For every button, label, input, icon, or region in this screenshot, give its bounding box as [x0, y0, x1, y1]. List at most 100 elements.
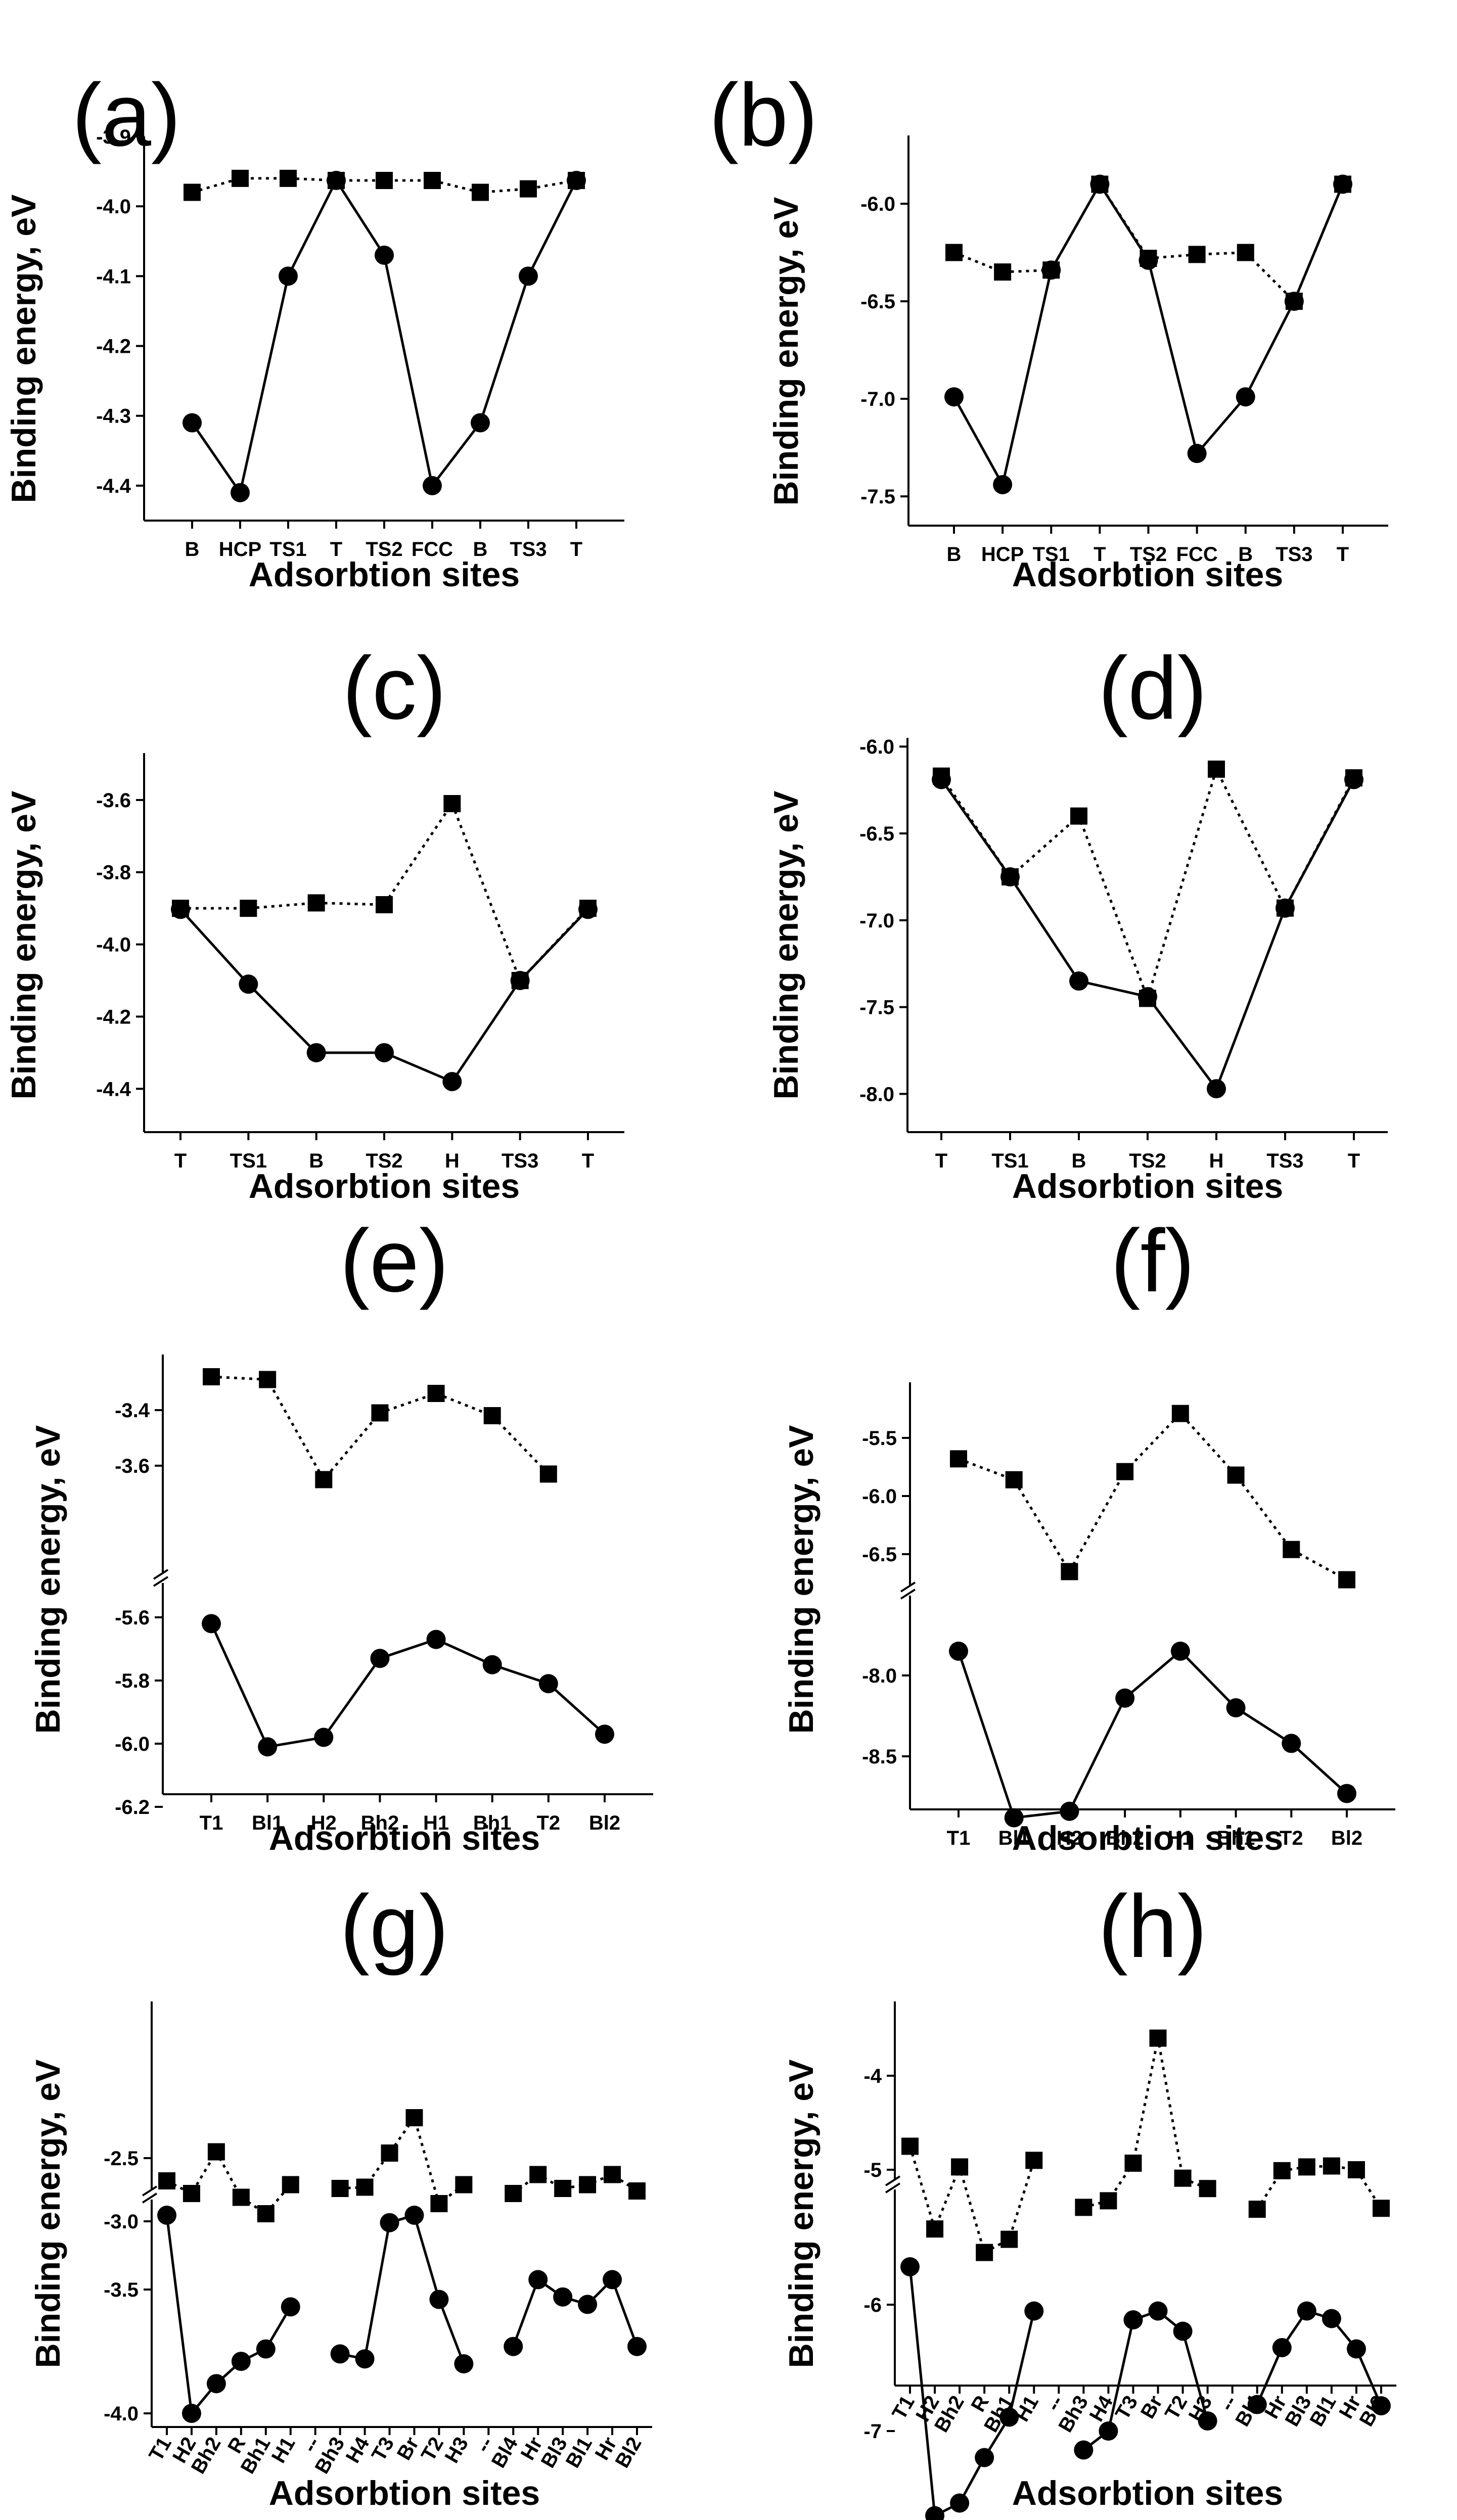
y-tick-label: -6.0 — [862, 1485, 897, 1508]
data-point-squares — [1025, 2152, 1043, 2169]
x-tick-label: Bl2 — [611, 2434, 646, 2472]
data-point-squares — [483, 1407, 501, 1424]
data-point-circles — [1322, 2309, 1341, 2328]
data-point-squares — [1283, 1541, 1300, 1558]
data-point-circles — [327, 171, 346, 191]
x-tick-label: T2 — [537, 1812, 561, 1834]
data-point-squares — [376, 896, 393, 913]
x-tick-label: Bh1 — [1217, 1827, 1255, 1849]
data-point-squares — [1005, 1471, 1023, 1488]
y-tick-label: -6.5 — [862, 1544, 897, 1566]
data-point-circles — [375, 1043, 394, 1062]
data-point-squares — [472, 183, 489, 201]
y-tick-label: -6.0 — [859, 736, 894, 758]
data-point-squares — [1174, 2169, 1192, 2187]
data-point-circles — [1173, 2321, 1193, 2341]
x-tick-label: HCP — [219, 538, 261, 561]
y-tick-label: -3.0 — [104, 2211, 139, 2233]
series-line-squares-0 — [908, 2145, 1035, 2255]
series-line-circles-2 — [512, 2277, 639, 2347]
data-point-squares — [455, 2176, 473, 2194]
x-tick-label: B — [185, 538, 200, 561]
series-line-squares-0 — [958, 1412, 1348, 1581]
x-tick-label: B — [1072, 1150, 1086, 1172]
panel-label: (a) — [72, 66, 180, 165]
data-point-squares — [1273, 2162, 1291, 2179]
chart-panel-f: (f) T1 Bl1 H2 Bh2 H1 Bh1 T2 Bl2 Binding energy, e… — [782, 1211, 1395, 1857]
data-point-circles — [355, 2349, 375, 2369]
axis-break-mark — [885, 2182, 901, 2194]
data-point-circles — [157, 2206, 176, 2225]
y-tick-label: -2.5 — [104, 2148, 139, 2170]
data-point-circles — [578, 2295, 598, 2314]
x-axis-title: Adsorbtion sites — [249, 555, 520, 594]
y-tick-label: -6.0 — [115, 1733, 150, 1755]
y-tick-label: -5.6 — [115, 1607, 150, 1629]
data-point-circles — [181, 2404, 201, 2423]
data-point-squares — [529, 2166, 547, 2183]
y-tick-label: -4.2 — [96, 1006, 131, 1028]
y-tick-label: -5.5 — [862, 1427, 897, 1450]
data-point-circles — [429, 2290, 449, 2309]
y-tick-label: -4.3 — [96, 405, 131, 428]
data-point-circles — [1004, 1808, 1024, 1828]
x-tick-label: TS3 — [510, 538, 547, 561]
x-tick-label: B — [947, 543, 962, 566]
data-point-circles — [603, 2270, 622, 2290]
data-point-squares — [505, 2185, 522, 2202]
data-point-circles — [932, 770, 951, 789]
data-point-squares — [1208, 760, 1225, 778]
data-point-circles — [1297, 2301, 1316, 2321]
series-line-squares-0 — [180, 801, 589, 983]
panel-label: (h) — [1098, 1877, 1207, 1976]
data-point-squares — [158, 2172, 175, 2189]
data-point-circles — [279, 266, 298, 286]
data-point-squares — [926, 2220, 944, 2238]
series-line-circles-0 — [191, 178, 578, 496]
y-tick-label: -4.4 — [96, 475, 131, 497]
y-tick-label: -3.6 — [96, 789, 131, 812]
data-point-circles — [1000, 867, 1020, 886]
x-axis-title: Adsorbtion sites — [1012, 1819, 1284, 1857]
panel-label: (g) — [340, 1877, 448, 1976]
axis-break-mark — [900, 1581, 916, 1593]
data-point-squares — [203, 1368, 220, 1385]
data-point-squares — [1199, 2180, 1216, 2198]
data-point-squares — [331, 2180, 349, 2197]
panel-label: (d) — [1098, 639, 1207, 738]
data-point-circles — [482, 1655, 502, 1674]
data-point-circles — [949, 1642, 968, 1661]
data-point-circles — [1346, 2339, 1366, 2359]
data-point-circles — [519, 266, 538, 286]
chart-panel-a: (a) B HCP TS1 T TS2 FCC B TS3 T Binding energy, eV… — [5, 66, 624, 594]
x-tick-label: H3 — [440, 2434, 473, 2467]
x-tick-label: B — [1238, 543, 1253, 566]
data-point-circles — [1060, 1801, 1079, 1821]
data-point-squares — [951, 2158, 969, 2176]
data-point-squares — [207, 2143, 225, 2161]
data-point-squares — [232, 2188, 250, 2206]
chart-panel-g: (g)T1H2Bh2RBh1H1--Bh3H4T3BrT2H3--Bl4HrBl… — [29, 1877, 652, 2512]
axis-break-mark — [885, 2175, 901, 2186]
x-tick-label: FCC — [1176, 543, 1218, 566]
data-point-circles — [306, 1043, 326, 1062]
data-point-circles — [404, 2206, 424, 2225]
data-point-circles — [1170, 1642, 1190, 1661]
data-point-squares — [376, 172, 393, 190]
data-point-circles — [256, 2339, 276, 2359]
x-tick-label: H1 — [1167, 1827, 1193, 1849]
x-tick-label: H — [445, 1150, 460, 1172]
chart-panel-b: (b) B HCP TS1 T TS2 FCC B TS3 T Binding energy, eV… — [709, 66, 1388, 594]
data-point-circles — [454, 2354, 474, 2373]
y-tick-label: -8.0 — [862, 1665, 897, 1687]
series-line-circles-0 — [908, 2266, 1035, 2518]
x-tick-label: T3 — [368, 2434, 398, 2465]
panel-label: (b) — [709, 66, 817, 165]
data-point-squares — [430, 2195, 448, 2212]
y-tick-label: -7.5 — [860, 486, 895, 508]
x-tick-label: TS3 — [1276, 543, 1312, 566]
data-point-squares — [1323, 2157, 1340, 2175]
y-tick-label: -6 — [863, 2294, 882, 2316]
data-point-circles — [1099, 2421, 1118, 2441]
x-tick-label: Bl2 — [1331, 1827, 1362, 1849]
